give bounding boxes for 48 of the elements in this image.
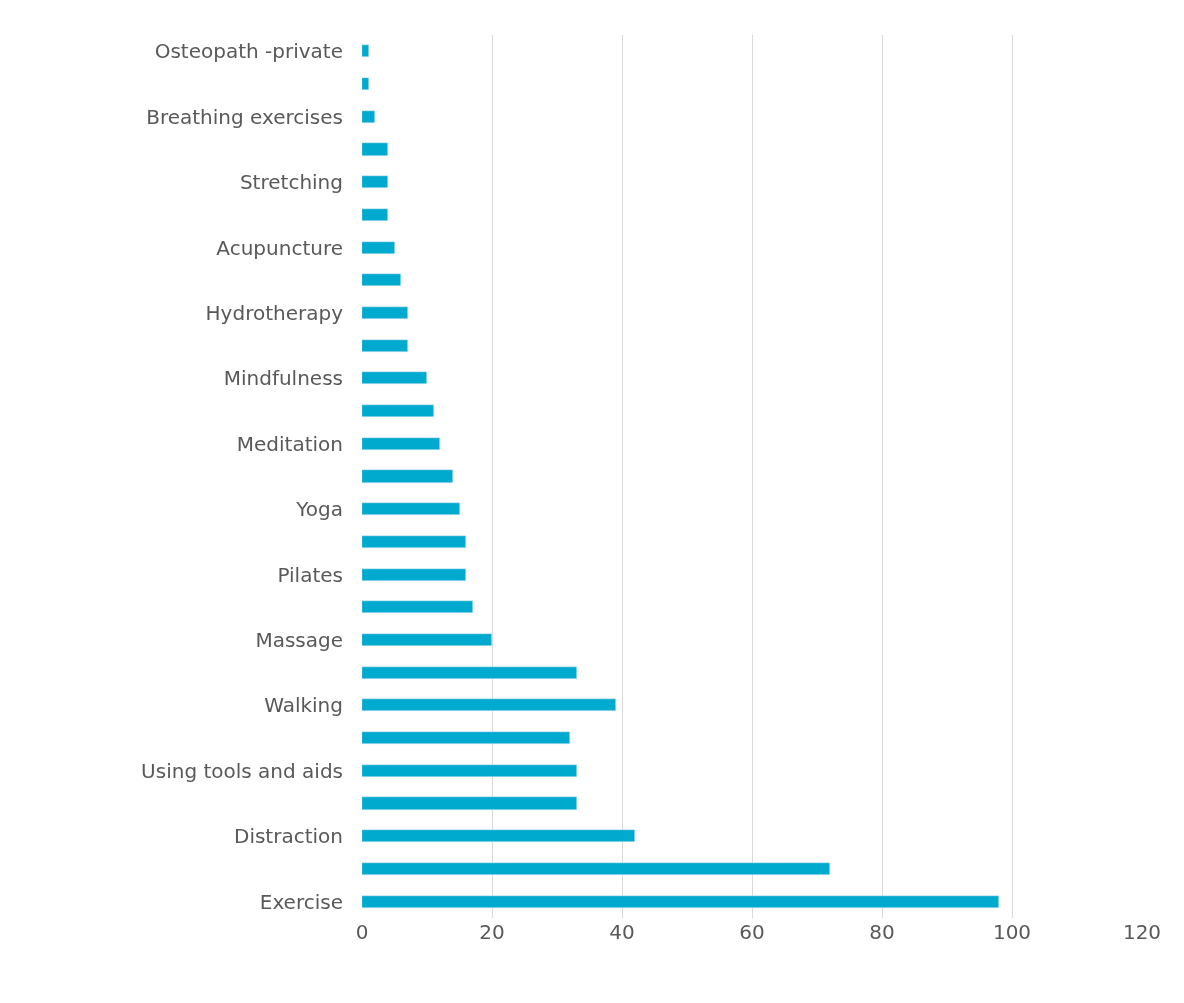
bar [362,371,427,384]
y-tick-label: Yoga [295,497,343,522]
y-tick-label: Distraction [233,824,343,849]
bar [362,241,395,254]
bar [362,77,369,90]
x-tick-label: 20 [479,920,505,944]
bar [362,796,577,810]
bar [362,568,466,581]
y-tick-label: Stretching [239,170,343,195]
bar [362,600,473,613]
bar [362,208,388,221]
bar [362,306,408,319]
bar [362,862,830,875]
bar [362,273,401,286]
bar [362,764,577,777]
y-tick-label: Mindfulness [223,366,343,391]
bar [362,502,460,515]
y-tick-label: Massage [255,628,343,653]
bar [362,731,570,744]
y-tick-label: Using tools and aids [141,758,343,783]
y-tick-label: Walking [264,693,343,718]
y-tick-label: Osteopath -private [154,39,343,64]
x-tick-label: 60 [739,920,765,944]
x-tick-label: 40 [609,920,635,944]
bar [362,142,388,156]
y-tick-label: Acupuncture [216,235,343,260]
y-tick-label: Pilates [277,562,343,587]
x-tick-label: 120 [1122,920,1162,944]
bar [362,666,577,679]
bar [362,469,453,483]
bar [362,829,635,842]
bar [362,44,369,57]
x-tick-label: 100 [992,920,1032,944]
x-tick-label: 0 [355,920,369,944]
bar [362,110,375,123]
y-tick-label: Meditation [236,431,343,456]
bar [362,437,440,450]
x-tick-label: 80 [869,920,895,944]
y-tick-label: Breathing exercises [146,104,343,129]
bar [362,698,616,711]
bar [362,535,466,548]
bar [362,895,999,908]
bar [362,175,388,188]
y-tick-label: Hydrotherapy [205,300,344,325]
bar [362,404,434,417]
bar [362,339,408,352]
bar [362,633,492,646]
y-tick-label: Exercise [259,889,343,914]
